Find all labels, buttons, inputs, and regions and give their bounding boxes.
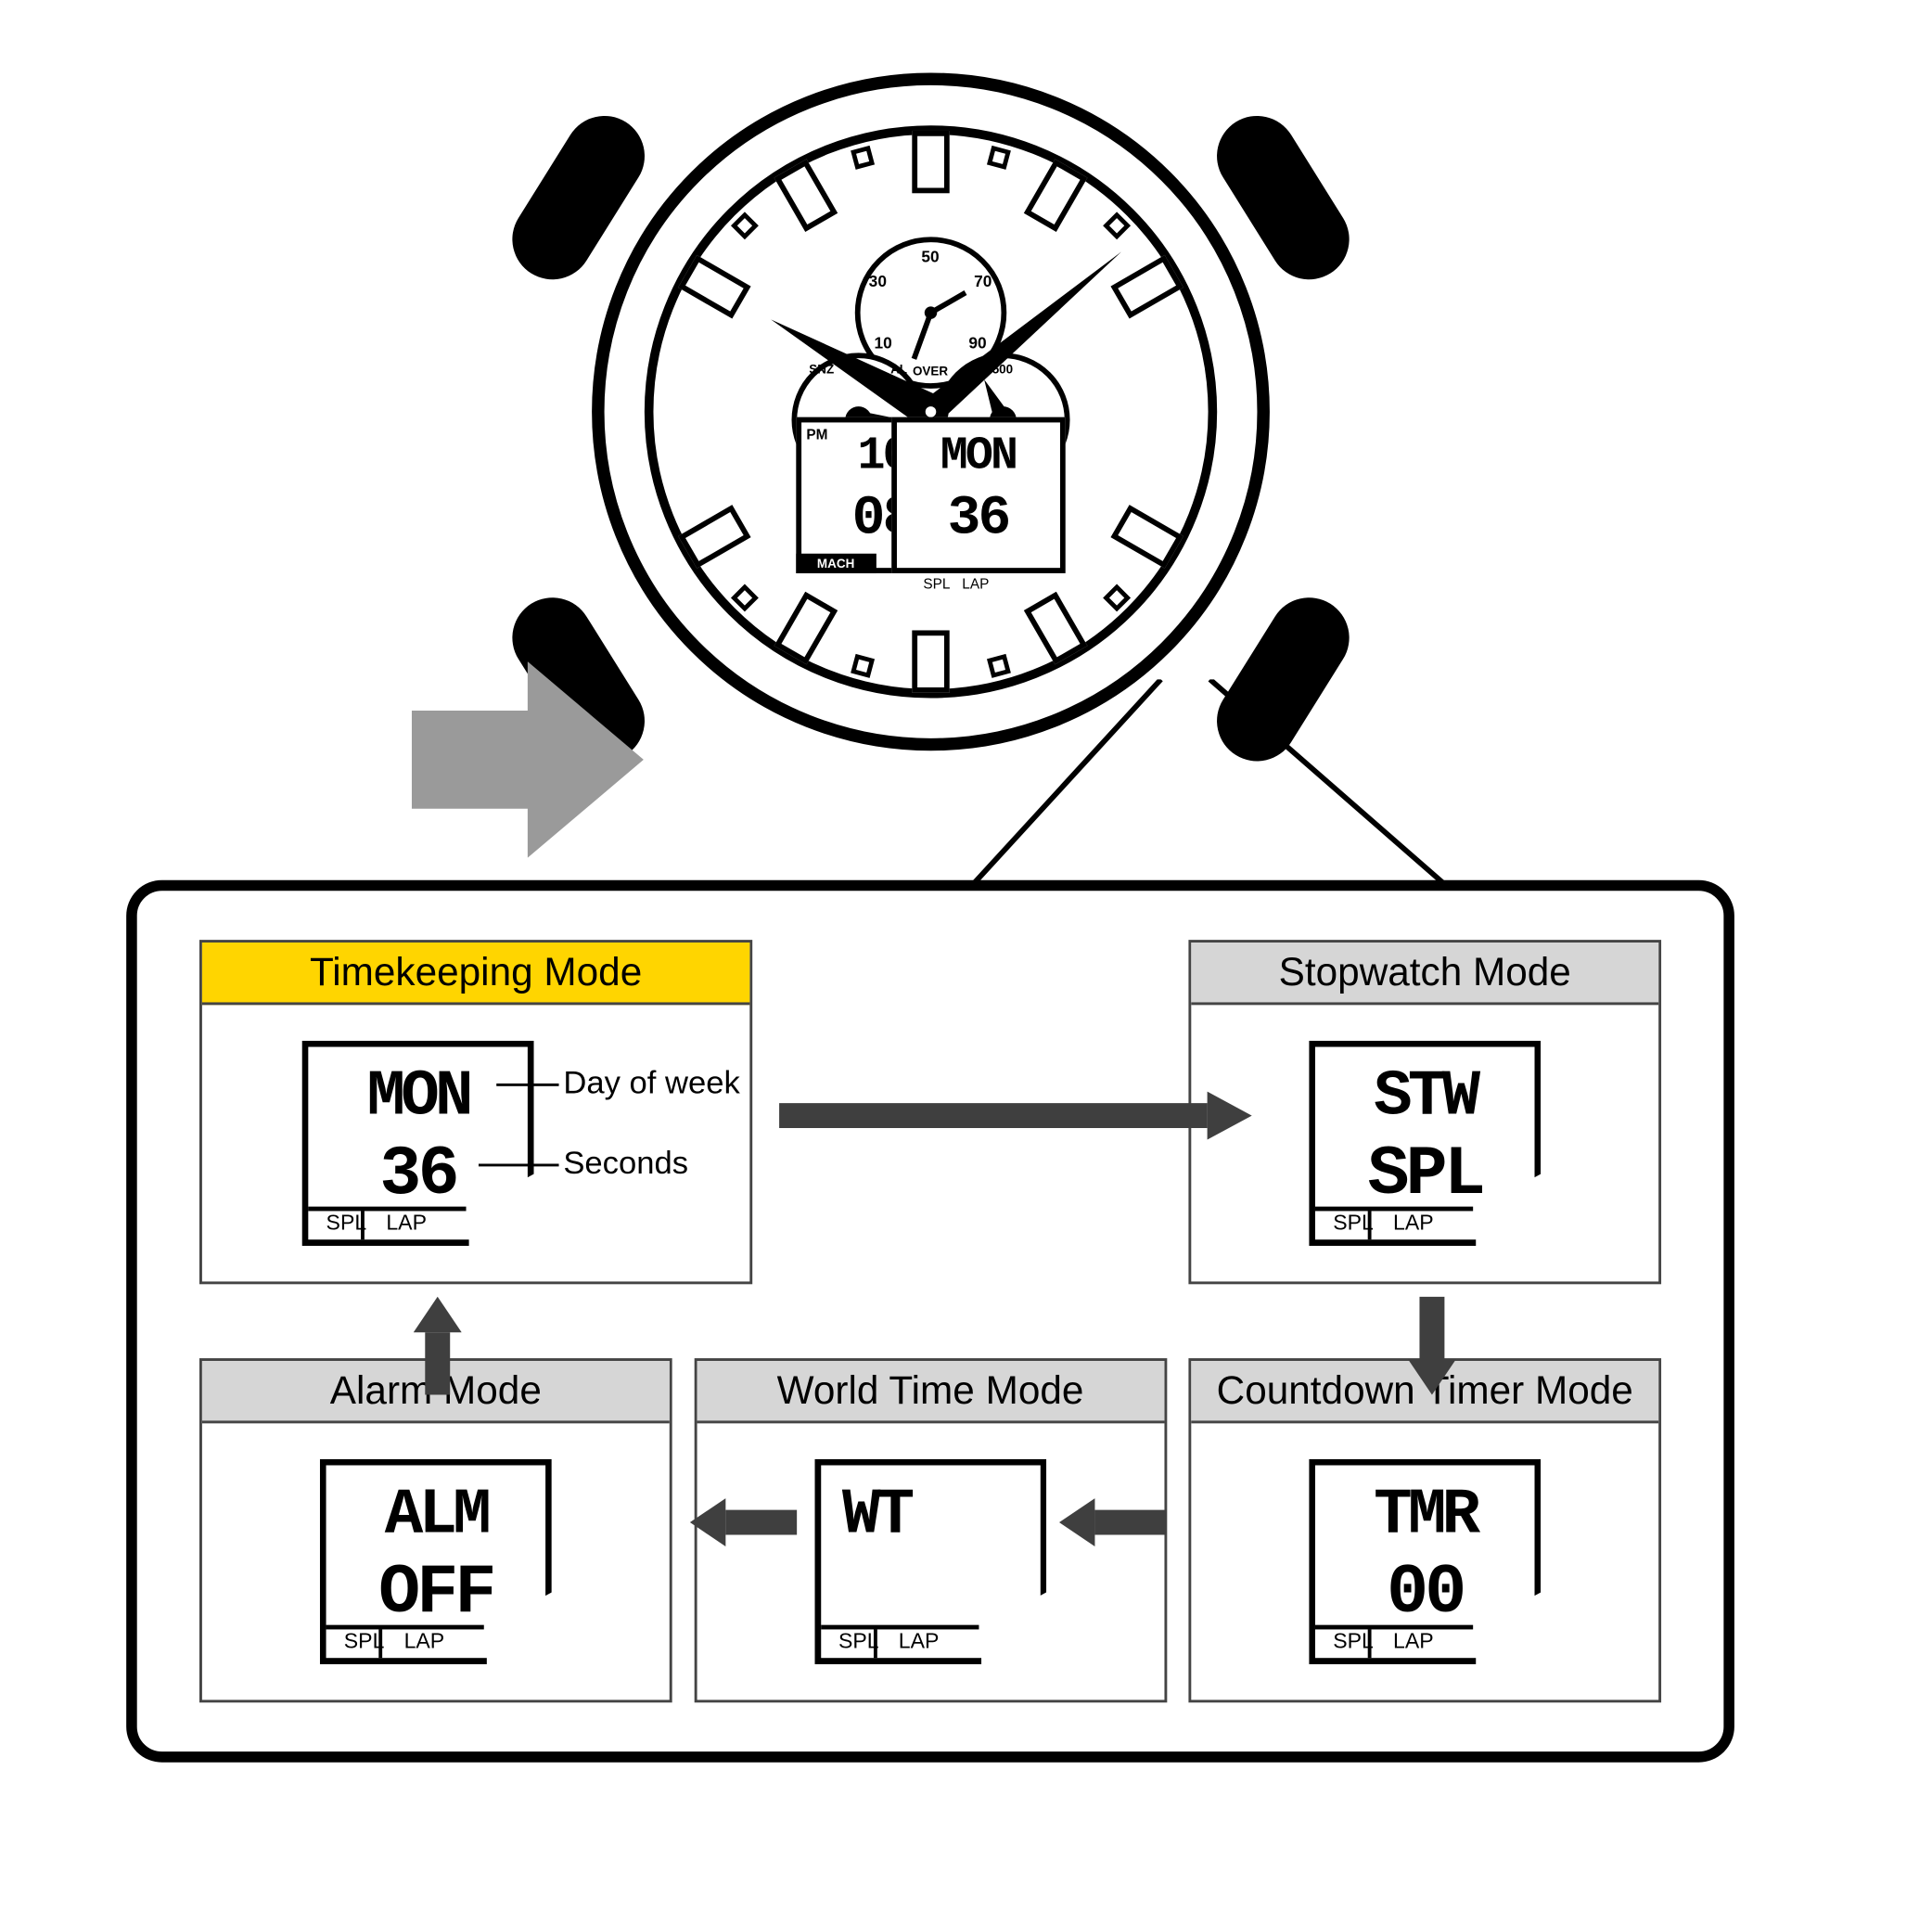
- lcd-line: MON: [308, 1060, 528, 1134]
- hour-marker: [678, 505, 750, 569]
- hour-marker: [912, 630, 949, 692]
- lcd-display: TMR 00 SPL LAP: [1309, 1459, 1541, 1664]
- hour-marker: [1110, 505, 1183, 569]
- lcd-row: MON: [896, 430, 1059, 482]
- watch-lcd-right: MON 36 SPL LAP: [891, 417, 1066, 573]
- lcd-line: OFF: [326, 1555, 546, 1634]
- annotation-line: [496, 1084, 558, 1086]
- spl-lap-footer: SPL LAP: [326, 1211, 427, 1236]
- minute-marker: [851, 654, 875, 678]
- annotation-day-of-week: Day of week: [563, 1064, 739, 1101]
- flow-arrow-left-icon: [1059, 1498, 1166, 1546]
- minute-marker: [987, 146, 1011, 170]
- subdial-label: 50: [921, 248, 939, 266]
- hour-marker: [774, 159, 838, 231]
- mode-card-countdown: Countdown Timer Mode TMR 00 SPL LAP: [1188, 1358, 1661, 1702]
- lap-label: LAP: [1393, 1211, 1434, 1236]
- subdial-label: 30: [869, 273, 887, 291]
- annotation-seconds: Seconds: [563, 1144, 688, 1181]
- minute-marker: [730, 584, 758, 611]
- subdial-label: 70: [974, 273, 992, 291]
- minute-marker: [1103, 212, 1131, 239]
- mach-label: MACH: [796, 554, 876, 573]
- minute-marker: [851, 146, 875, 170]
- flow-arrow-left-icon: [690, 1498, 797, 1546]
- mode-title: Timekeeping Mode: [202, 943, 749, 1005]
- lcd-line: SPL: [1315, 1136, 1535, 1215]
- annotation-line: [479, 1163, 559, 1166]
- subdial-over-label: OVER: [913, 364, 948, 378]
- watch-case: 50 70 90 10 30 OVER SNZ AL SIG A.LIGHT: [592, 72, 1270, 750]
- lcd-line: STW: [1315, 1060, 1535, 1134]
- spl-lap-footer: SPL LAP: [1333, 1629, 1433, 1654]
- hour-marker: [912, 131, 949, 193]
- subdial-pivot: [924, 306, 936, 318]
- hour-marker: [678, 255, 750, 319]
- push-arrow-icon: [412, 661, 644, 862]
- lcd-line: 00: [1315, 1555, 1535, 1634]
- mode-title: Stopwatch Mode: [1191, 943, 1658, 1005]
- minute-marker: [730, 212, 758, 239]
- hour-marker: [774, 592, 838, 664]
- lcd-line: TMR: [1315, 1479, 1535, 1552]
- lcd-display: ALM OFF SPL LAP: [320, 1459, 552, 1664]
- lap-label: LAP: [962, 577, 989, 592]
- flow-arrow-up-icon: [414, 1297, 462, 1395]
- lap-label: LAP: [899, 1629, 940, 1654]
- lcd-display: MON 36 SPL LAP: [302, 1041, 534, 1246]
- mode-card-alarm: Alarm Mode ALM OFF SPL LAP: [199, 1358, 672, 1702]
- spl-label: SPL: [344, 1629, 385, 1654]
- mode-title: World Time Mode: [697, 1361, 1164, 1423]
- subdial-label: AL: [890, 362, 907, 376]
- spl-label: SPL: [1333, 1211, 1374, 1236]
- lcd-line: ALM: [326, 1479, 546, 1552]
- minute-marker: [987, 654, 1011, 678]
- lap-label: LAP: [386, 1211, 427, 1236]
- flow-arrow-down-icon: [1408, 1297, 1456, 1395]
- diagram-canvas: 50 70 90 10 30 OVER SNZ AL SIG A.LIGHT: [37, 37, 1823, 1815]
- spl-lap-footer: SPL LAP: [1333, 1211, 1433, 1236]
- hour-marker: [1110, 255, 1183, 319]
- mode-card-stopwatch: Stopwatch Mode STW SPL SPL LAP: [1188, 940, 1661, 1284]
- spl-lap-footer: SPL LAP: [344, 1629, 444, 1654]
- lcd-row: 36: [896, 487, 1059, 550]
- subdial-label: SNZ: [809, 362, 834, 376]
- hour-marker: [1023, 592, 1087, 664]
- lcd-line: 36: [308, 1136, 528, 1215]
- mode-card-timekeeping: Timekeeping Mode MON 36 SPL LAP Day of w…: [199, 940, 752, 1284]
- flow-arrow-right-icon: [779, 1092, 1252, 1140]
- lap-label: LAP: [404, 1629, 445, 1654]
- subdial-label: 10: [874, 334, 891, 353]
- subdial-hand: [911, 312, 933, 360]
- subdial-label: 90: [968, 334, 986, 353]
- spl-lap-footer: SPL LAP: [838, 1629, 939, 1654]
- watch-dial: 50 70 90 10 30 OVER SNZ AL SIG A.LIGHT: [644, 125, 1216, 698]
- spl-label: SPL: [838, 1629, 879, 1654]
- callout-lines: [965, 679, 1464, 902]
- lcd-line: WT: [821, 1479, 1041, 1552]
- lcd-display: STW SPL SPL LAP: [1309, 1041, 1541, 1246]
- hour-marker: [1023, 159, 1087, 231]
- lcd-display: WT SPL LAP: [814, 1459, 1046, 1664]
- lap-label: LAP: [1393, 1629, 1434, 1654]
- mode-flow-panel: Timekeeping Mode MON 36 SPL LAP Day of w…: [126, 880, 1734, 1763]
- spl-lap-mini: SPL LAP: [923, 577, 989, 593]
- spl-label: SPL: [1333, 1629, 1374, 1654]
- minute-marker: [1103, 584, 1131, 611]
- spl-label: SPL: [326, 1211, 367, 1236]
- arrow-right-icon: [412, 661, 644, 858]
- spl-label: SPL: [923, 577, 950, 592]
